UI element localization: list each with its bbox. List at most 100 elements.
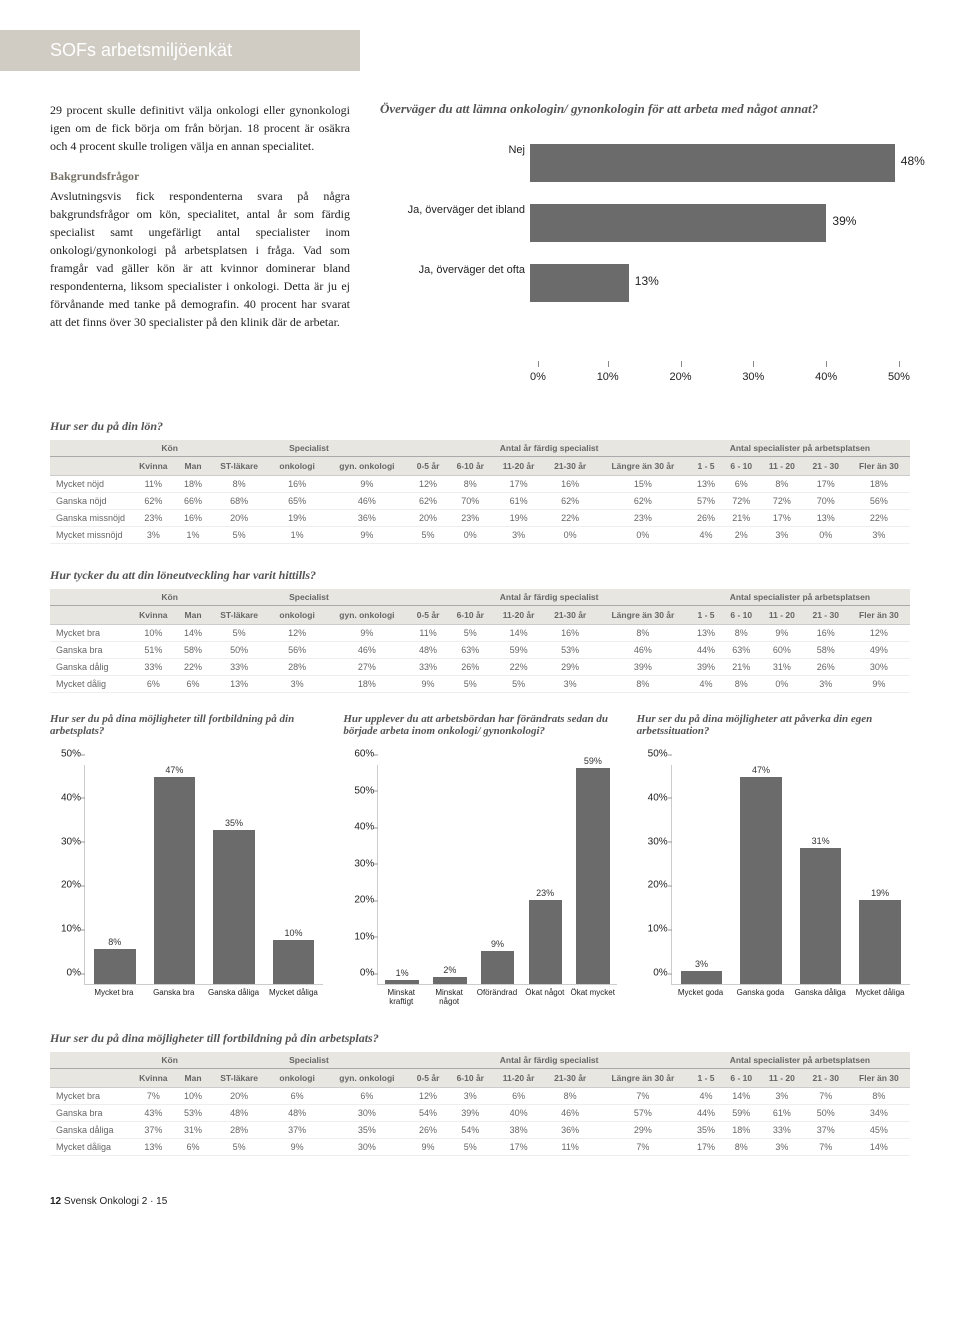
table-row-label: Mycket bra	[50, 1087, 130, 1104]
vbar-value-label: 47%	[752, 765, 770, 775]
vchart-y-tick: 0%	[49, 968, 81, 979]
table-row: Ganska bra43%53%48%48%30%54%39%40%46%57%…	[50, 1104, 910, 1121]
table-cell: 9%	[325, 527, 408, 544]
hbar-bar	[530, 264, 629, 302]
vchart-y-tick: 10%	[636, 924, 668, 935]
table-column-header: 0-5 år	[409, 606, 448, 625]
table-row-label: Mycket missnöjd	[50, 527, 130, 544]
table-cell: 49%	[848, 642, 910, 659]
table2-question: Hur tycker du att din löneutveckling har…	[50, 568, 910, 583]
table-cell: 62%	[544, 493, 596, 510]
vbar	[213, 830, 255, 984]
table-column-header: gyn. onkologi	[325, 1068, 408, 1087]
table-column-header: Kvinna	[130, 606, 177, 625]
vchart-y-tick: 50%	[636, 749, 668, 760]
table-cell: 61%	[493, 493, 544, 510]
table3-question: Hur ser du på dina möjligheter till fort…	[50, 1031, 910, 1046]
table-cell: 44%	[690, 1104, 723, 1121]
table-cell: 35%	[690, 1121, 723, 1138]
table-cell: 8%	[596, 625, 690, 642]
table-cell: 57%	[690, 493, 723, 510]
table-cell: 9%	[848, 676, 910, 693]
vchart-x-label: Ganska dåliga	[204, 989, 264, 998]
table-column-header: Kvinna	[130, 1068, 177, 1087]
body-text-column: 29 procent skulle definitivt välja onkol…	[50, 101, 350, 389]
table1-block: Hur ser du på din lön? KönSpecialistAnta…	[50, 419, 910, 544]
table-cell: 68%	[209, 493, 269, 510]
table-column-header: 6 - 10	[722, 606, 760, 625]
vbar	[576, 768, 609, 984]
vchart-area: 0%10%20%30%40%50%3%47%31%19%	[671, 765, 910, 985]
vbar-wrap: 3%	[672, 959, 732, 984]
table-cell: 22%	[493, 659, 544, 676]
vchart-y-tick: 40%	[342, 822, 374, 833]
table-cell: 46%	[544, 1104, 596, 1121]
table-row: Mycket dålig6%6%13%3%18%9%5%5%3%8%4%8%0%…	[50, 676, 910, 693]
table-cell: 37%	[130, 1121, 177, 1138]
vbar-wrap: 10%	[264, 928, 324, 984]
table-cell: 0%	[544, 527, 596, 544]
table-cell: 3%	[269, 676, 325, 693]
vchart-y-tick: 10%	[49, 924, 81, 935]
table-cell: 2%	[722, 527, 760, 544]
table-cell: 38%	[493, 1121, 544, 1138]
table-cell: 44%	[690, 642, 723, 659]
vchart-y-tick: 0%	[636, 968, 668, 979]
bakgrund-heading: Bakgrundsfrågor	[50, 167, 350, 185]
table-row: Ganska bra51%58%50%56%46%48%63%59%53%46%…	[50, 642, 910, 659]
table-cell: 6%	[325, 1087, 408, 1104]
table-row: Ganska dålig33%22%33%28%27%33%26%22%29%3…	[50, 659, 910, 676]
table-column-header: 6 - 10	[722, 457, 760, 476]
page-title: SOFs arbetsmiljöenkät	[50, 40, 340, 61]
table-row: Mycket bra10%14%5%12%9%11%5%14%16%8%13%8…	[50, 625, 910, 642]
table1: KönSpecialistAntal år färdig specialistA…	[50, 440, 910, 544]
table-cell: 6%	[269, 1087, 325, 1104]
table-cell: 53%	[544, 642, 596, 659]
vbar	[859, 900, 901, 984]
table-cell: 7%	[130, 1087, 177, 1104]
table-cell: 34%	[848, 1104, 910, 1121]
table-cell: 9%	[269, 1138, 325, 1155]
vchart-x-label: Ganska bra	[144, 989, 204, 998]
table-group-header: Kön	[130, 440, 209, 457]
table-column-header: 1 - 5	[690, 1068, 723, 1087]
table-column-header: Fler än 30	[848, 457, 910, 476]
table-cell: 5%	[409, 527, 448, 544]
table-cell: 6%	[493, 1087, 544, 1104]
table-cell: 17%	[760, 510, 804, 527]
table-cell: 7%	[596, 1087, 690, 1104]
table-cell: 60%	[760, 642, 804, 659]
table-column-header: Kvinna	[130, 457, 177, 476]
table-row-label: Ganska missnöjd	[50, 510, 130, 527]
hbar-value-label: 39%	[832, 214, 856, 228]
table-column-header: 11 - 20	[760, 606, 804, 625]
vchart-y-tick: 20%	[342, 895, 374, 906]
vbar-value-label: 35%	[225, 818, 243, 828]
table-cell: 62%	[409, 493, 448, 510]
hbar-row: Nej48%	[530, 139, 910, 187]
table-cell: 48%	[269, 1104, 325, 1121]
table-cell: 16%	[544, 476, 596, 493]
table-column-header: ST-läkare	[209, 606, 269, 625]
table-cell: 40%	[493, 1104, 544, 1121]
table-cell: 14%	[493, 625, 544, 642]
table-cell: 5%	[209, 527, 269, 544]
table-cell: 54%	[448, 1121, 493, 1138]
table-column-header: ST-läkare	[209, 457, 269, 476]
footer-issue: 2 · 15	[142, 1196, 168, 1207]
table-cell: 22%	[177, 659, 210, 676]
table-cell: 65%	[269, 493, 325, 510]
vchart-x-labels: Mycket braGanska braGanska dåligaMycket …	[84, 989, 323, 998]
table-cell: 16%	[177, 510, 210, 527]
vchart-y-tick: 0%	[342, 968, 374, 979]
hbar-x-tick: 20%	[670, 371, 692, 383]
vbar	[681, 971, 723, 984]
table-cell: 6%	[177, 1138, 210, 1155]
table-cell: 3%	[448, 1087, 493, 1104]
vbar	[94, 949, 136, 984]
table-column-header: onkologi	[269, 457, 325, 476]
hbar-bar	[530, 144, 895, 182]
vchart-y-tick: 50%	[49, 749, 81, 760]
hbar-x-tick: 50%	[888, 371, 910, 383]
table-cell: 8%	[722, 676, 760, 693]
